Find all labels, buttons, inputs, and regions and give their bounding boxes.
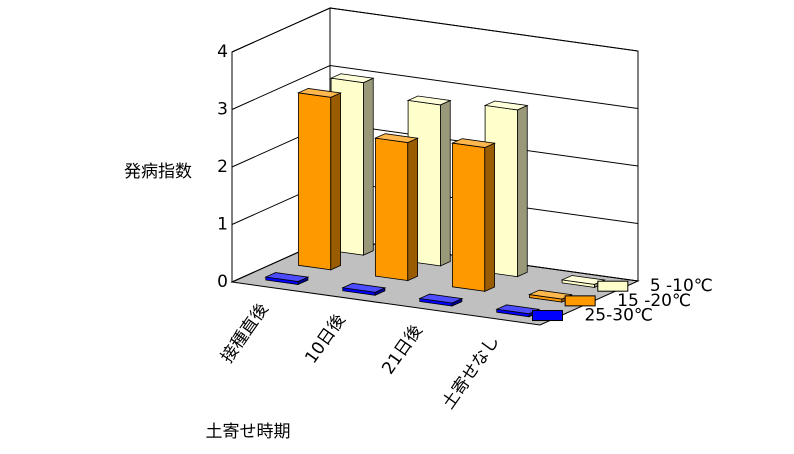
x-tick-label: 21日後 (378, 321, 426, 378)
legend-swatch (531, 310, 563, 322)
bar (264, 272, 310, 286)
y-tick-label: 2 (217, 157, 228, 177)
bar-face (407, 137, 418, 282)
bar-face (406, 95, 452, 106)
legend-label: 25-30℃ (584, 306, 653, 326)
bar-face (330, 92, 341, 271)
bar-face (517, 104, 528, 278)
bar-face (495, 304, 541, 315)
bar-face (329, 73, 375, 84)
bar (341, 282, 387, 296)
y-tick-label: 3 (217, 100, 228, 120)
y-axis-title: 発病指数 (124, 162, 192, 182)
bar-face (341, 282, 387, 293)
legend-label: 15 -20℃ (617, 291, 691, 311)
bar-face (296, 88, 343, 98)
bar-face (418, 293, 464, 304)
x-tick-label: 土寄せなし (439, 332, 504, 413)
bar-face (264, 272, 310, 282)
bar-face (484, 142, 495, 292)
x-tick-label: 10日後 (301, 310, 349, 367)
x-axis-title: 土寄せ時期 (206, 422, 291, 442)
bar-face (452, 142, 486, 292)
bar-face (527, 289, 574, 300)
bar (450, 138, 497, 292)
bar-face (298, 92, 332, 271)
y-tick-label: 4 (217, 42, 228, 62)
y-tick-label: 0 (217, 272, 228, 292)
legend-swatch (597, 280, 629, 292)
bar-face (375, 137, 409, 282)
grid-line (231, 7, 639, 53)
bar-face (483, 100, 529, 111)
legend-swatch (564, 295, 596, 307)
bar-face (440, 99, 451, 267)
legend-label: 5 -10℃ (650, 276, 713, 296)
grid-line (231, 64, 639, 110)
bar-face (373, 133, 420, 143)
bar (373, 133, 420, 282)
y-tick-label: 1 (217, 215, 228, 235)
x-tick-label: 接種直後 (217, 300, 272, 367)
bar-face (560, 275, 606, 285)
bar-face (363, 77, 374, 256)
bar (296, 88, 343, 271)
bar (418, 293, 464, 307)
bar-face (450, 138, 497, 148)
